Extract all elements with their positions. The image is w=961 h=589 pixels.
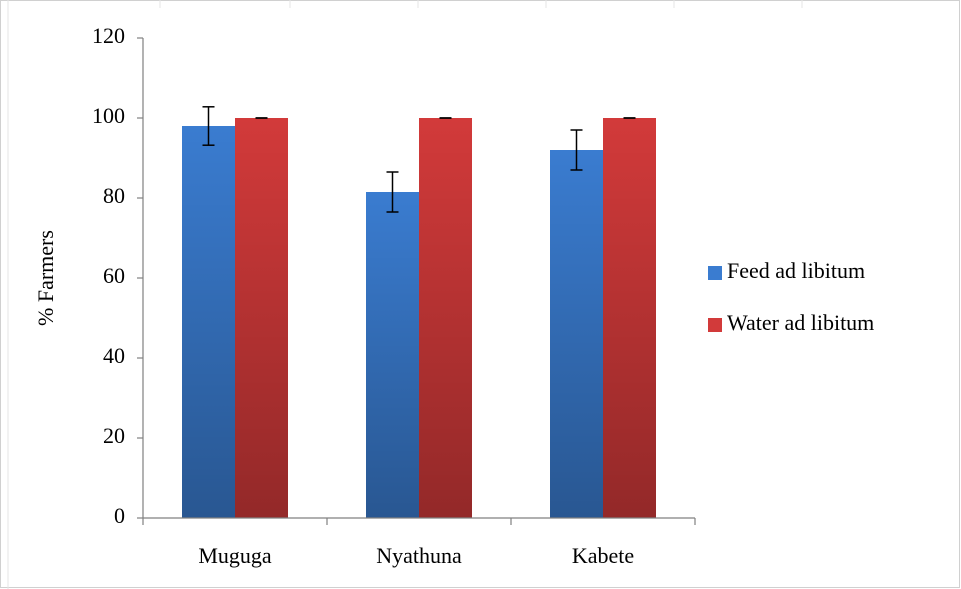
bar-shade — [603, 118, 656, 518]
legend-swatch — [708, 318, 722, 332]
bar-shade — [235, 118, 288, 518]
sheet-gridlines — [7, 0, 803, 589]
y-tick-label: 120 — [92, 23, 125, 48]
bar-shade — [419, 118, 472, 518]
x-tick-label: Nyathuna — [376, 543, 462, 568]
bar-shade — [366, 192, 419, 518]
bar-shade — [550, 150, 603, 518]
error-bar — [570, 129, 583, 171]
error-bar — [202, 106, 215, 146]
y-tick-label: 80 — [103, 183, 125, 208]
x-tick-label: Kabete — [572, 543, 634, 568]
legend-swatch — [708, 266, 722, 280]
legend-label: Water ad libitum — [727, 310, 874, 335]
y-tick-label: 40 — [103, 343, 125, 368]
error-bar — [386, 171, 399, 213]
bar-shade — [182, 126, 235, 518]
y-tick-label: 60 — [103, 263, 125, 288]
legend-label: Feed ad libitum — [727, 258, 865, 283]
x-tick-label: Muguga — [198, 543, 272, 568]
y-tick-label: 20 — [103, 423, 125, 448]
y-tick-label: 100 — [92, 103, 125, 128]
y-axis-label: % Farmers — [33, 230, 58, 326]
y-tick-label: 0 — [114, 503, 125, 528]
